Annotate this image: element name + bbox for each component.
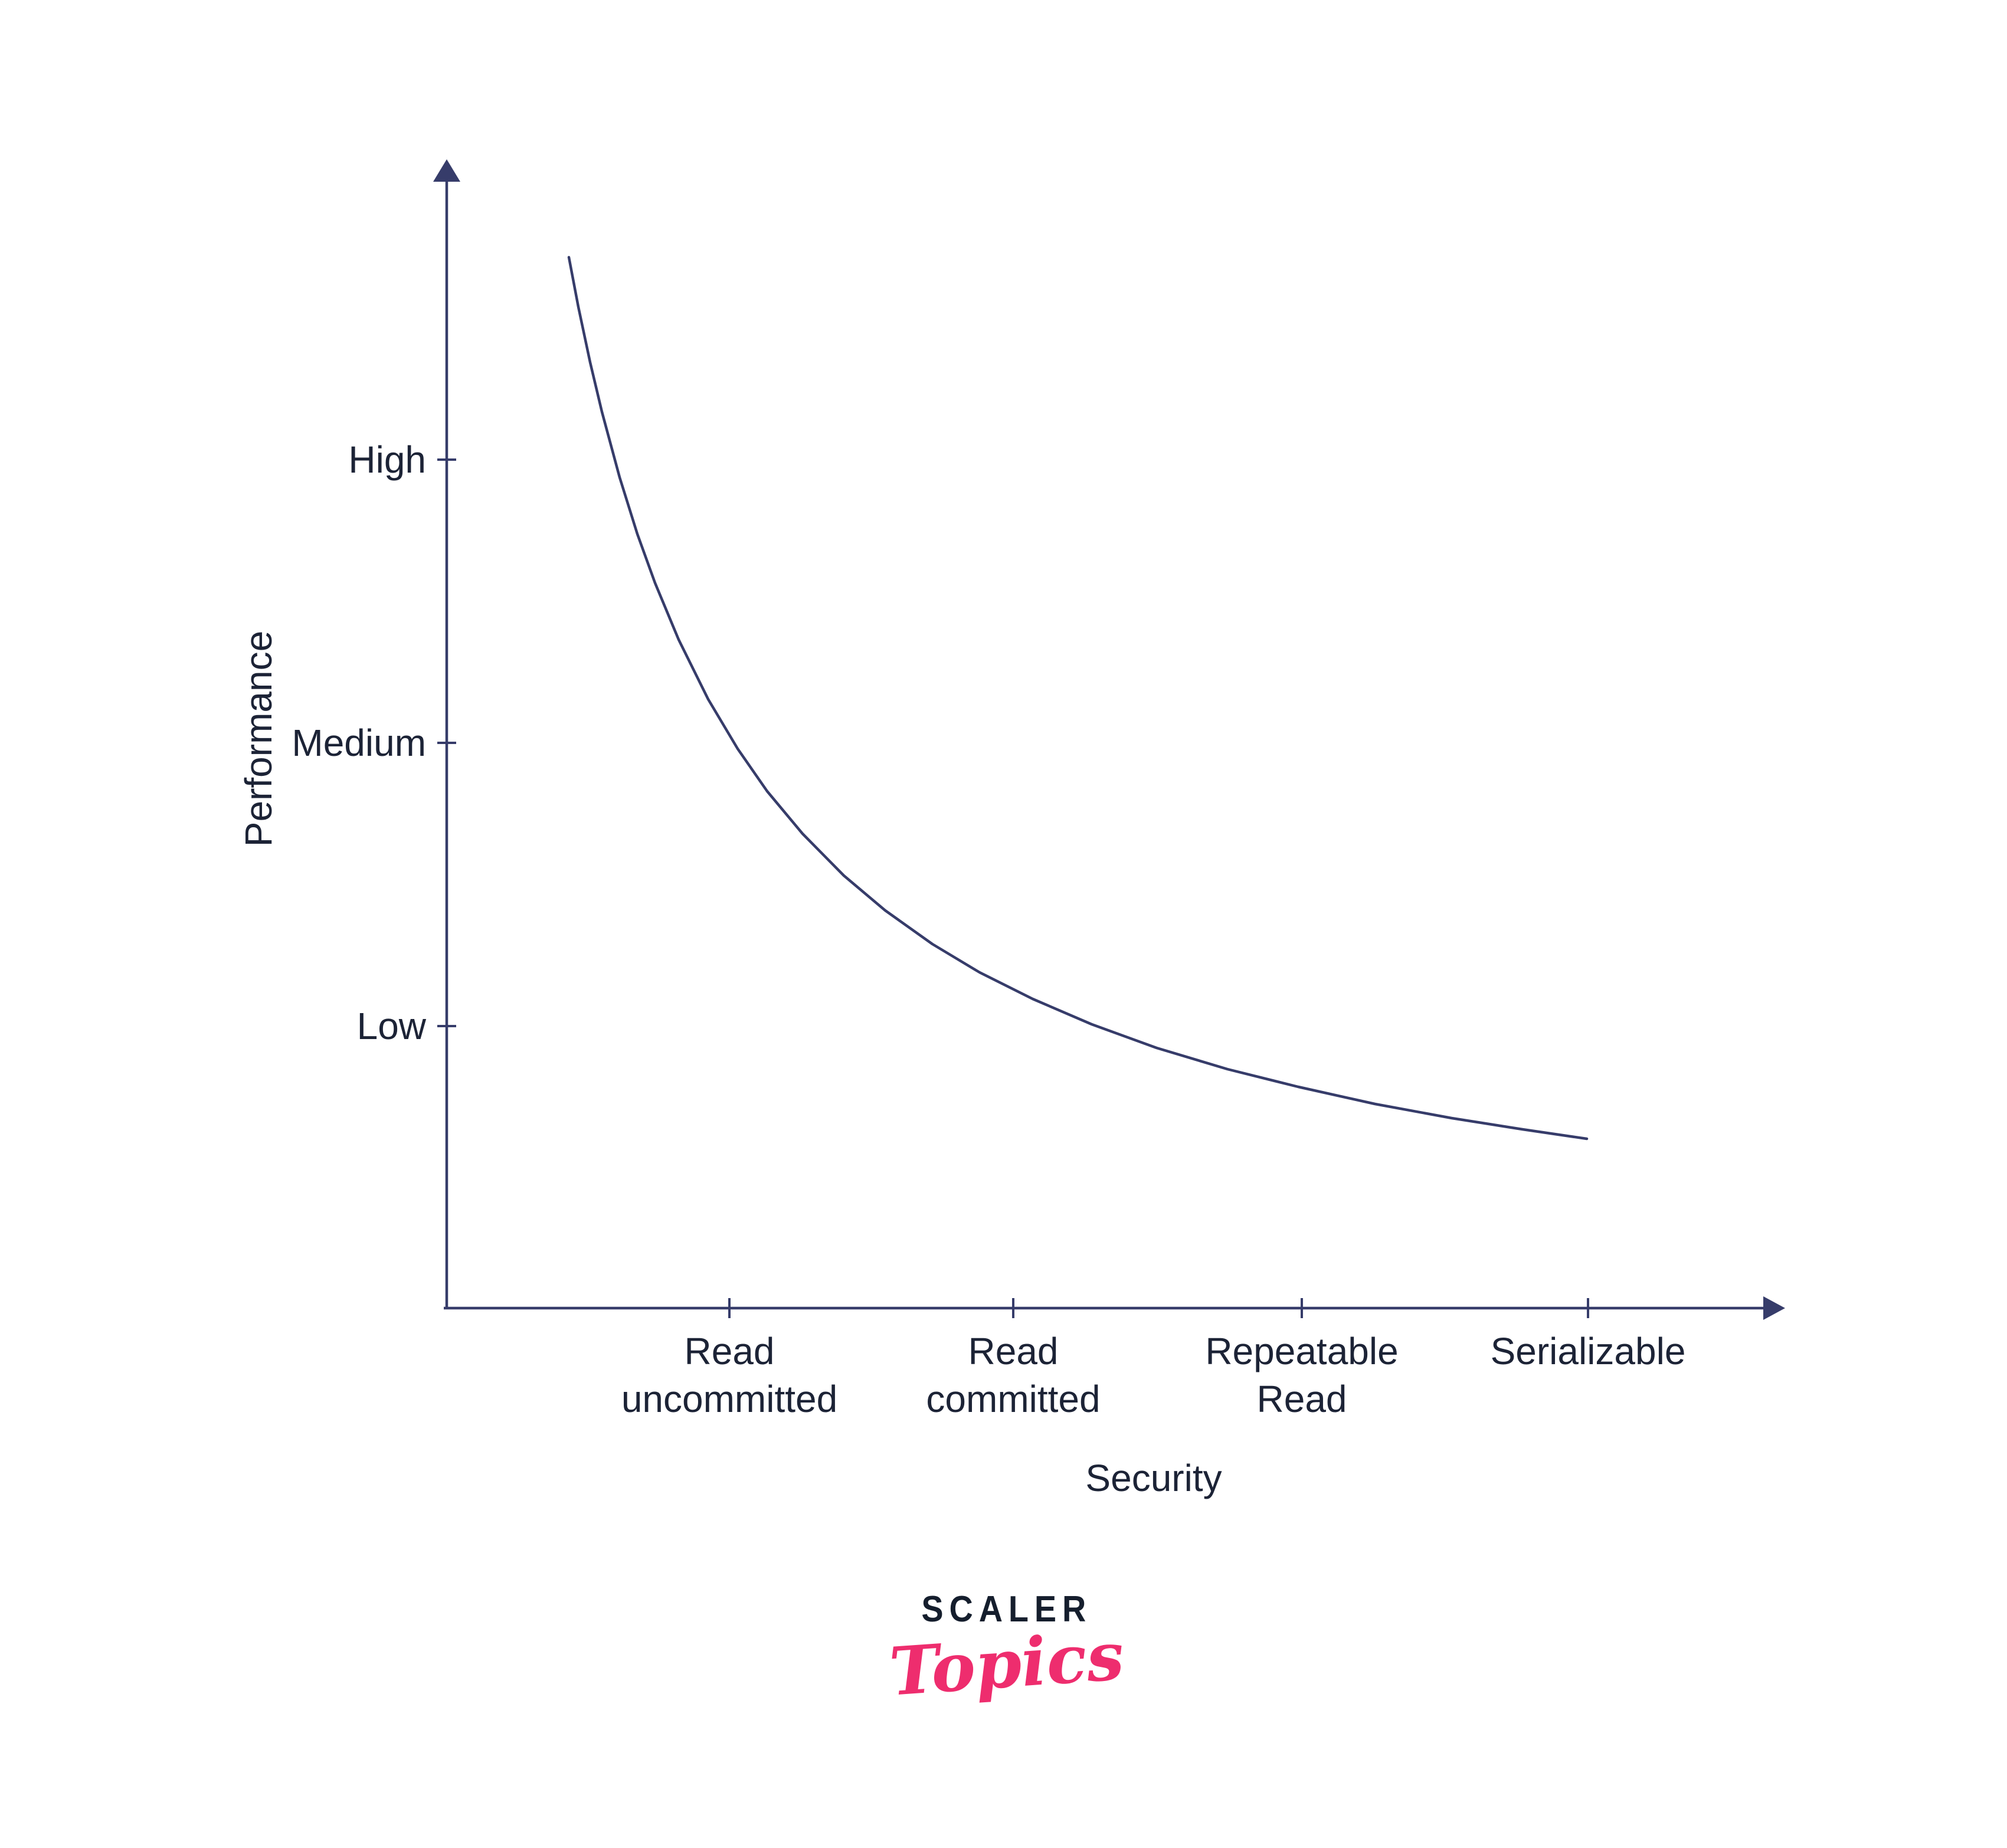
x-tick-label-read-committed-line2: committed [926, 1378, 1100, 1420]
x-tick-label-repeatable-read-line1: Repeatable [1205, 1330, 1398, 1372]
y-tick-label-medium: Medium [292, 722, 426, 764]
x-tick-label-read-committed-line1: Read [968, 1330, 1059, 1372]
x-tick-label-repeatable-read-line2: Read [1257, 1378, 1347, 1420]
scaler-topics-logo: SCALER Topics [887, 1588, 1126, 1711]
x-axis-arrow-icon [1763, 1296, 1785, 1320]
x-tick-label-read-uncommitted-line2: uncommitted [621, 1378, 837, 1420]
tick-marks [437, 458, 1589, 1318]
y-tick-label-high: High [348, 438, 426, 481]
y-axis-arrow-icon [433, 159, 460, 182]
x-tick-label-serializable: Serializable [1491, 1330, 1686, 1372]
y-tick-label-low: Low [357, 1005, 427, 1047]
logo-scaler-text: SCALER [921, 1589, 1092, 1630]
logo-topics-text: Topics [887, 1617, 1127, 1711]
y-axis-title: Performance [237, 631, 280, 847]
performance-security-curve [567, 255, 1589, 1141]
x-tick-label-read-uncommitted-line1: Read [685, 1330, 775, 1372]
tradeoff-curve [567, 255, 1589, 1141]
x-axis-title: Security [1085, 1457, 1222, 1499]
